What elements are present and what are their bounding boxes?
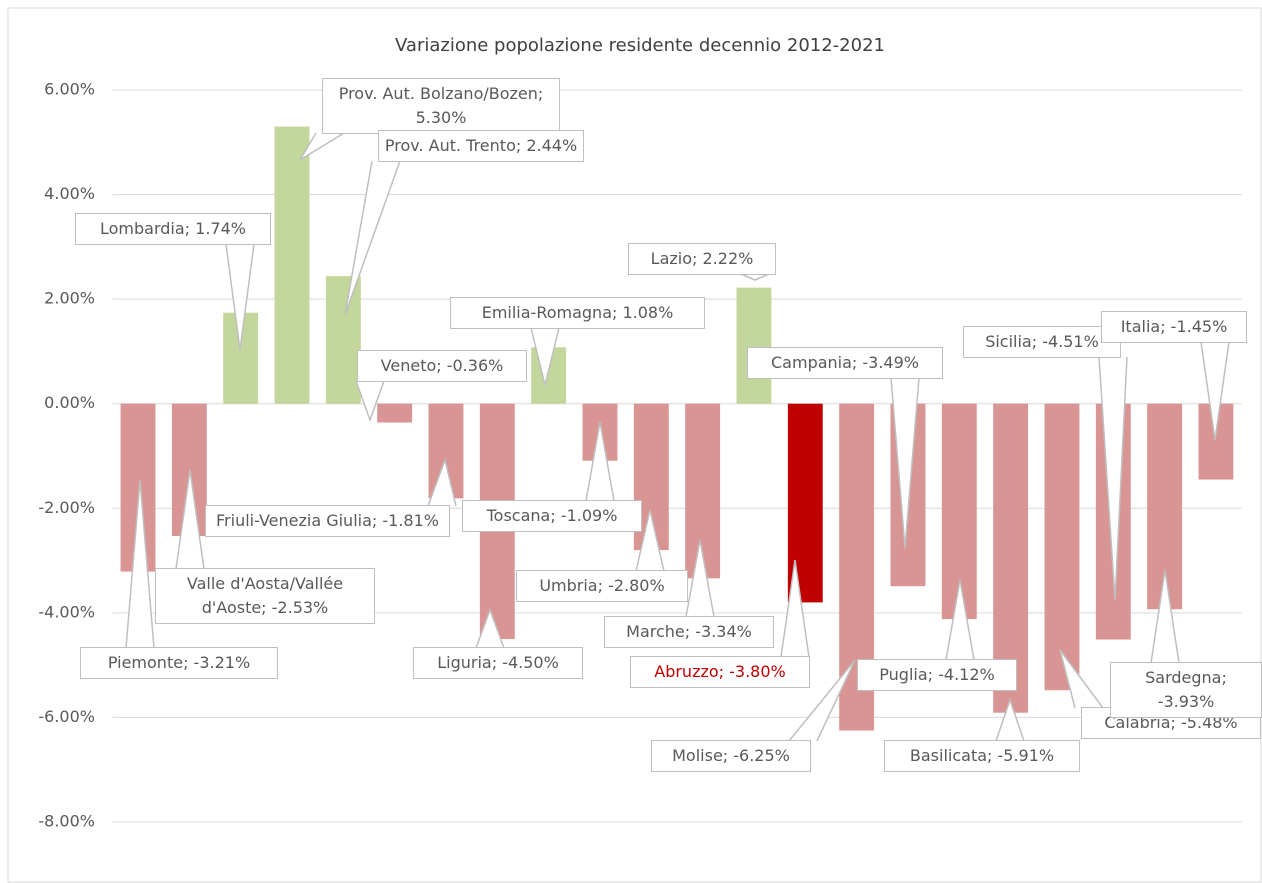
- data-label: Emilia-Romagna; 1.08%: [450, 297, 705, 329]
- chart-title: Variazione popolazione residente decenni…: [395, 35, 885, 56]
- callout-pointer: [427, 457, 457, 507]
- y-tick-label: 0.00%: [44, 393, 95, 412]
- bar: [377, 403, 413, 423]
- data-label: Liguria; -4.50%: [413, 647, 583, 679]
- data-label: Veneto; -0.36%: [357, 350, 527, 382]
- data-label: Italia; -1.45%: [1101, 311, 1247, 343]
- data-label: Lombardia; 1.74%: [75, 213, 271, 245]
- data-label: Lazio; 2.22%: [628, 243, 776, 275]
- callout-pointer: [890, 377, 920, 549]
- data-label: Sardegna; -3.93%: [1110, 662, 1262, 718]
- callout-pointer: [1200, 341, 1230, 441]
- data-label: Puglia; -4.12%: [857, 659, 1017, 691]
- callout-pointer: [344, 160, 401, 316]
- data-label: Marche; -3.34%: [604, 616, 774, 648]
- callout-pointer: [1150, 569, 1180, 664]
- callout-pointer: [175, 469, 205, 570]
- bar: [274, 126, 310, 404]
- callout-pointer: [125, 479, 155, 649]
- data-label: Valle d'Aosta/Vallée d'Aoste; -2.53%: [155, 568, 375, 624]
- data-label: Prov. Aut. Bolzano/Bozen; 5.30%: [322, 78, 560, 134]
- y-tick-label: 4.00%: [44, 184, 95, 203]
- y-tick-label: -2.00%: [38, 498, 95, 517]
- data-label: Basilicata; -5.91%: [884, 740, 1080, 772]
- y-tick-label: -4.00%: [38, 602, 95, 621]
- data-label: Friuli-Venezia Giulia; -1.81%: [205, 505, 450, 537]
- chart-border: [7, 7, 1262, 883]
- bar: [736, 287, 772, 404]
- callout-pointer: [299, 132, 345, 161]
- callout-pointer: [1059, 649, 1104, 709]
- bar: [1044, 403, 1080, 691]
- data-label: Toscana; -1.09%: [462, 500, 642, 532]
- callout-pointer: [740, 273, 770, 281]
- data-label: Prov. Aut. Trento; 2.44%: [378, 130, 584, 162]
- callout-pointer: [788, 659, 856, 742]
- data-label: Molise; -6.25%: [651, 740, 811, 772]
- data-label: Umbria; -2.80%: [516, 570, 688, 602]
- data-label: Abruzzo; -3.80%: [630, 656, 810, 688]
- callout-pointer: [475, 607, 505, 649]
- callout-pointer: [635, 509, 665, 572]
- callout-pointer: [995, 697, 1025, 742]
- y-tick-label: -6.00%: [38, 707, 95, 726]
- data-label: Campania; -3.49%: [747, 347, 943, 379]
- y-tick-label: 6.00%: [44, 80, 95, 99]
- data-label: Sicilia; -4.51%: [963, 326, 1121, 358]
- bar: [685, 403, 721, 579]
- y-tick-label: -8.00%: [38, 812, 95, 831]
- callout-pointer: [585, 421, 615, 502]
- data-label: Piemonte; -3.21%: [80, 647, 278, 679]
- callout-pointer: [225, 243, 255, 351]
- callout-pointer: [1098, 356, 1128, 601]
- callout-pointer: [780, 559, 810, 658]
- callout-pointer: [355, 380, 385, 423]
- callout-pointer: [530, 327, 560, 386]
- callout-pointer: [685, 539, 715, 618]
- bar: [325, 276, 361, 404]
- callout-pointer: [945, 579, 975, 661]
- y-tick-label: 2.00%: [44, 289, 95, 308]
